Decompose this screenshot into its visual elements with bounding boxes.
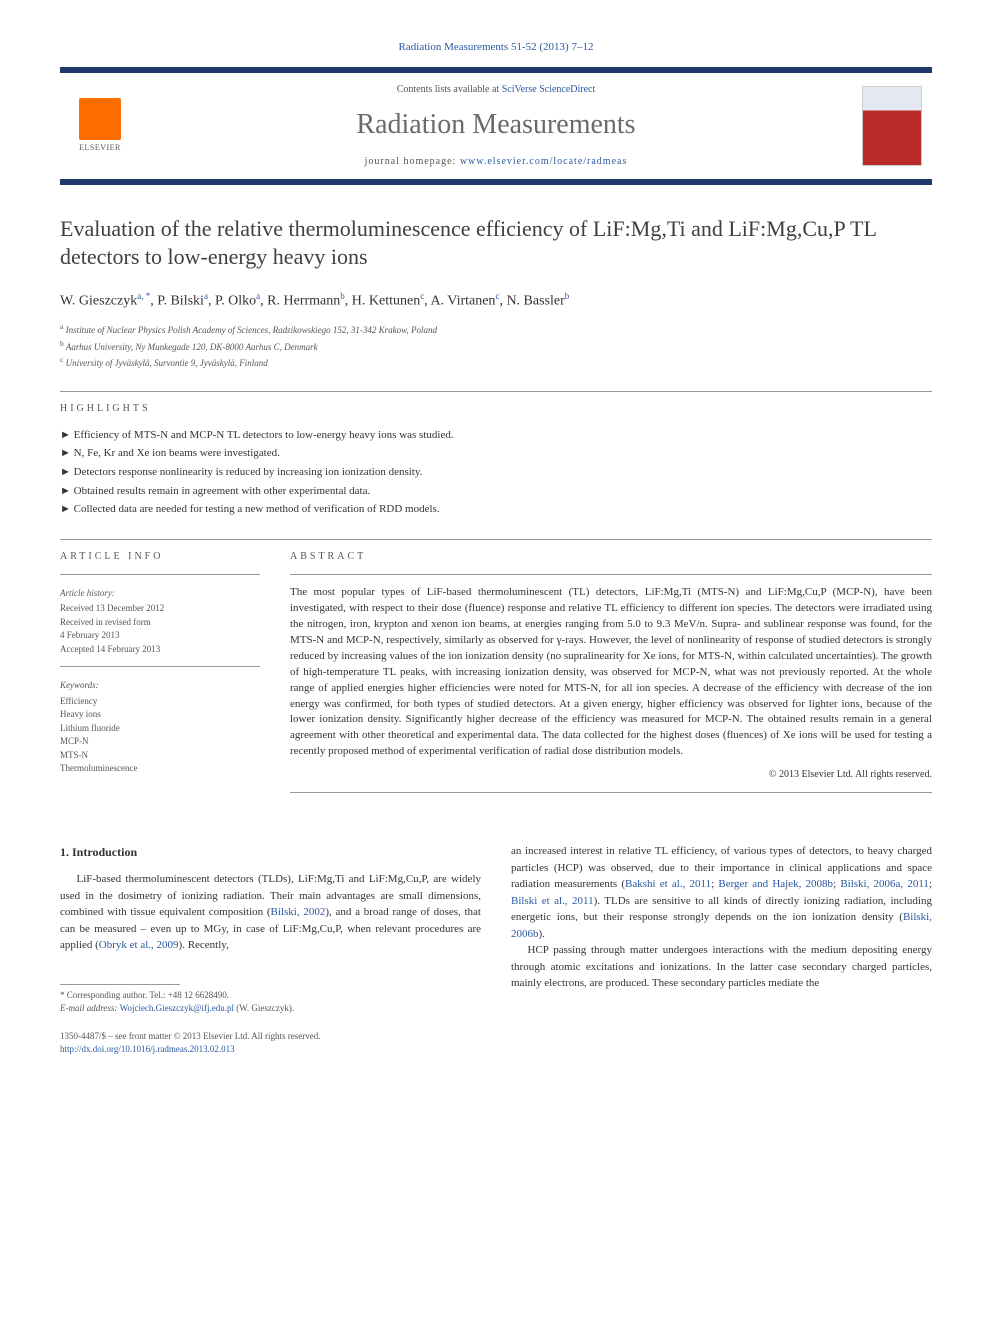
author-sup: a, * bbox=[137, 291, 150, 301]
journal-homepage-line: journal homepage: www.elsevier.com/locat… bbox=[130, 155, 862, 169]
article-info-heading: article info bbox=[60, 550, 260, 564]
divider bbox=[60, 539, 932, 540]
keyword: Thermoluminescence bbox=[60, 762, 260, 776]
abstract-column: abstract The most popular types of LiF-b… bbox=[290, 550, 932, 803]
info-abstract-row: article info Article history: Received 1… bbox=[60, 550, 932, 803]
doi-link[interactable]: http://dx.doi.org/10.1016/j.radmeas.2013… bbox=[60, 1044, 235, 1054]
divider bbox=[290, 792, 932, 793]
citation-link[interactable]: Bilski et al., 2011 bbox=[511, 895, 594, 907]
homepage-link[interactable]: www.elsevier.com/locate/radmeas bbox=[460, 156, 628, 167]
header-citation: Radiation Measurements 51-52 (2013) 7–12 bbox=[60, 40, 932, 55]
keyword: Heavy ions bbox=[60, 708, 260, 722]
affil-sup: c bbox=[60, 355, 63, 364]
sciencedirect-link[interactable]: SciVerse ScienceDirect bbox=[502, 84, 596, 95]
author-sup: b bbox=[565, 291, 570, 301]
introduction-section: 1. Introduction LiF-based thermoluminesc… bbox=[60, 843, 932, 1057]
author-sup: c bbox=[495, 291, 499, 301]
contents-available-line: Contents lists available at SciVerse Sci… bbox=[130, 83, 862, 97]
keywords-heading: Keywords: bbox=[60, 679, 260, 693]
author: H. Kettunen bbox=[352, 293, 420, 308]
history-line: Received 13 December 2012 bbox=[60, 602, 260, 616]
author: W. Gieszczyk bbox=[60, 293, 137, 308]
history-line: Accepted 14 February 2013 bbox=[60, 643, 260, 657]
author-list: W. Gieszczyka, *, P. Bilskia, P. Olkoa, … bbox=[60, 290, 932, 311]
author: N. Bassler bbox=[506, 293, 564, 308]
keyword: MTS-N bbox=[60, 749, 260, 763]
email-label: E-mail address: bbox=[60, 1003, 120, 1013]
intro-left-column: 1. Introduction LiF-based thermoluminesc… bbox=[60, 843, 481, 1057]
copyright-line: © 2013 Elsevier Ltd. All rights reserved… bbox=[290, 768, 932, 782]
author-sup: b bbox=[340, 291, 345, 301]
citation-link[interactable]: Obryk et al., 2009 bbox=[99, 939, 179, 951]
elsevier-logo[interactable]: ELSEVIER bbox=[70, 91, 130, 161]
article-title: Evaluation of the relative thermolumines… bbox=[60, 215, 932, 272]
citation-link[interactable]: Bakshi et al., 2011 bbox=[625, 878, 711, 890]
citation-link[interactable]: Bilski, 2006a, 2011 bbox=[840, 878, 929, 890]
highlights-heading: highlights bbox=[60, 402, 932, 416]
citation-link[interactable]: Bilski, 2006b bbox=[511, 911, 932, 940]
highlight-item: Detectors response nonlinearity is reduc… bbox=[60, 463, 932, 482]
homepage-prefix: journal homepage: bbox=[365, 156, 460, 167]
author: A. Virtanen bbox=[430, 293, 495, 308]
highlight-item: N, Fe, Kr and Xe ion beams were investig… bbox=[60, 444, 932, 463]
divider bbox=[60, 391, 932, 392]
keyword: Lithium fluoride bbox=[60, 722, 260, 736]
elsevier-label: ELSEVIER bbox=[79, 142, 121, 153]
affil-text: Institute of Nuclear Physics Polish Acad… bbox=[66, 325, 437, 335]
elsevier-tree-icon bbox=[79, 98, 121, 140]
author-sup: a bbox=[256, 291, 260, 301]
issn-line: 1350-4487/$ – see front matter © 2013 El… bbox=[60, 1030, 481, 1044]
corresponding-author-block: * Corresponding author. Tel.: +48 12 662… bbox=[60, 984, 481, 1057]
journal-name: Radiation Measurements bbox=[130, 105, 862, 144]
affiliation: c University of Jyväskylä, Survontie 9, … bbox=[60, 354, 932, 371]
intro-paragraph: LiF-based thermoluminescent detectors (T… bbox=[60, 871, 481, 954]
introduction-heading: 1. Introduction bbox=[60, 843, 481, 861]
divider bbox=[60, 574, 260, 575]
affil-sup: b bbox=[60, 339, 64, 348]
email-suffix: (W. Gieszczyk). bbox=[234, 1003, 294, 1013]
history-line: Received in revised form bbox=[60, 616, 260, 630]
divider bbox=[290, 574, 932, 575]
keyword: MCP-N bbox=[60, 735, 260, 749]
abstract-text: The most popular types of LiF-based ther… bbox=[290, 585, 932, 760]
affiliation: b Aarhus University, Ny Munkegade 120, D… bbox=[60, 338, 932, 355]
author-sup: c bbox=[420, 291, 424, 301]
page-container: Radiation Measurements 51-52 (2013) 7–12… bbox=[0, 0, 992, 1097]
contents-prefix: Contents lists available at bbox=[397, 84, 502, 95]
citation-link[interactable]: Berger and Hajek, 2008b bbox=[718, 878, 833, 890]
highlight-item: Obtained results remain in agreement wit… bbox=[60, 482, 932, 501]
journal-cover-thumbnail[interactable] bbox=[862, 86, 922, 166]
corresponding-author: * Corresponding author. Tel.: +48 12 662… bbox=[60, 989, 481, 1003]
article-history: Article history: Received 13 December 20… bbox=[60, 587, 260, 657]
highlight-item: Collected data are needed for testing a … bbox=[60, 500, 932, 519]
intro-paragraph: HCP passing through matter undergoes int… bbox=[511, 942, 932, 992]
abstract-heading: abstract bbox=[290, 550, 932, 564]
footer-divider bbox=[60, 984, 180, 985]
keywords-block: Keywords: Efficiency Heavy ions Lithium … bbox=[60, 679, 260, 776]
email-link[interactable]: Wojciech.Gieszczyk@ifj.edu.pl bbox=[120, 1003, 234, 1013]
history-line: 4 February 2013 bbox=[60, 629, 260, 643]
affiliation: a Institute of Nuclear Physics Polish Ac… bbox=[60, 321, 932, 338]
affiliations: a Institute of Nuclear Physics Polish Ac… bbox=[60, 321, 932, 371]
citation-link[interactable]: Bilski, 2002 bbox=[271, 906, 326, 918]
keyword: Efficiency bbox=[60, 695, 260, 709]
intro-right-column: an increased interest in relative TL eff… bbox=[511, 843, 932, 1057]
divider bbox=[60, 666, 260, 667]
history-heading: Article history: bbox=[60, 587, 260, 601]
author: R. Herrmann bbox=[267, 293, 340, 308]
author: P. Bilski bbox=[157, 293, 204, 308]
author-sup: a bbox=[204, 291, 208, 301]
affil-text: Aarhus University, Ny Munkegade 120, DK-… bbox=[66, 342, 318, 352]
affil-text: University of Jyväskylä, Survontie 9, Jy… bbox=[66, 358, 268, 368]
highlight-item: Efficiency of MTS-N and MCP-N TL detecto… bbox=[60, 426, 932, 445]
header-center: Contents lists available at SciVerse Sci… bbox=[130, 83, 862, 168]
email-line: E-mail address: Wojciech.Gieszczyk@ifj.e… bbox=[60, 1002, 481, 1016]
article-info-column: article info Article history: Received 1… bbox=[60, 550, 260, 803]
highlights-list: Efficiency of MTS-N and MCP-N TL detecto… bbox=[60, 426, 932, 519]
author: P. Olko bbox=[215, 293, 256, 308]
journal-header-box: ELSEVIER Contents lists available at Sci… bbox=[60, 67, 932, 184]
intro-paragraph: an increased interest in relative TL eff… bbox=[511, 843, 932, 942]
affil-sup: a bbox=[60, 322, 63, 331]
